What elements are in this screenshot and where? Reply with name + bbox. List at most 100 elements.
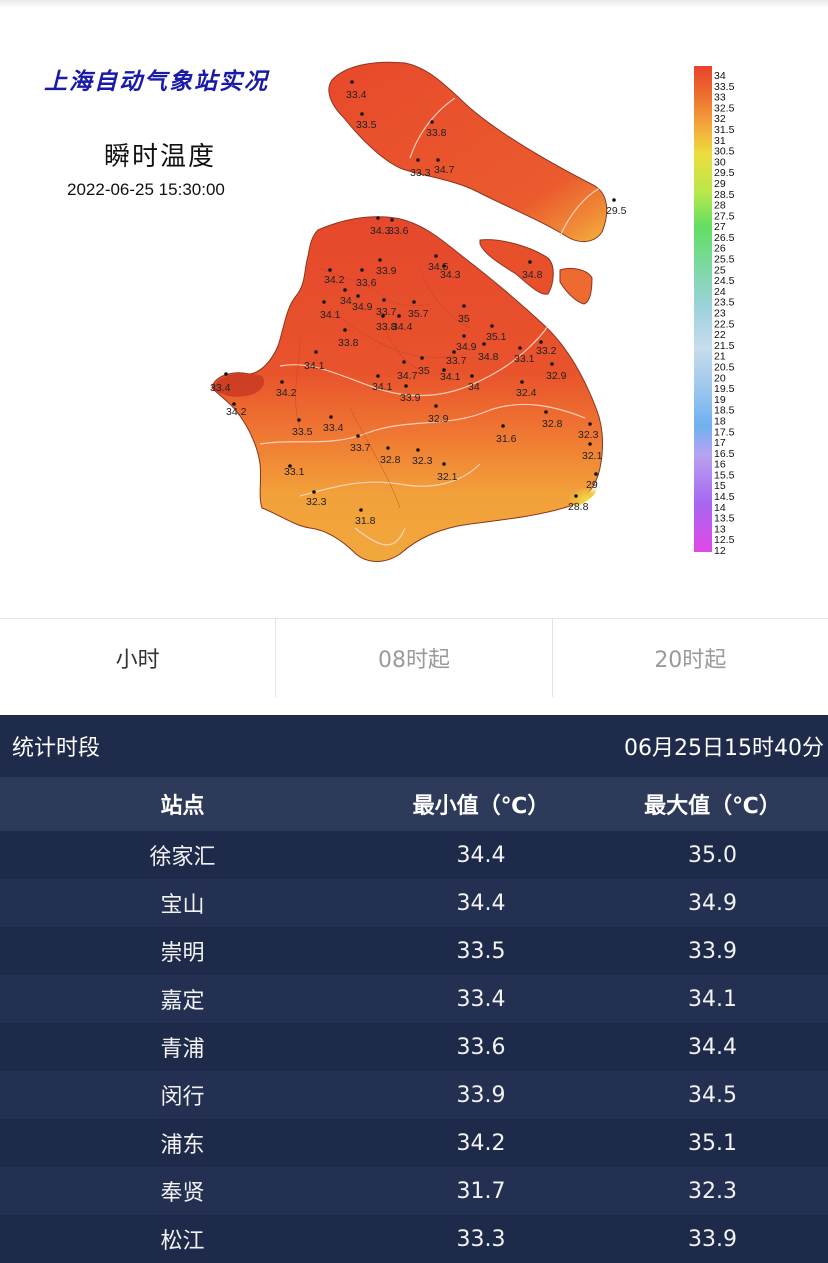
max-value: 34.1 [688, 986, 737, 1012]
min-value: 33.9 [456, 1082, 506, 1108]
station-temp-label: 33.7 [376, 306, 397, 318]
period-time: 06月25日15时40分 [624, 736, 824, 761]
station-dot [518, 346, 522, 350]
station-temp-label: 32.1 [582, 450, 603, 462]
table-row: 崇明 33.5 33.9 [0, 927, 828, 975]
table-row: 宝山 34.4 34.9 [0, 879, 828, 927]
map-datetime: 2022-06-25 15:30:00 [67, 180, 225, 199]
station-dot [386, 446, 390, 450]
station-temp-label: 34.2 [226, 406, 247, 418]
station-temp-label: 32.8 [542, 418, 563, 430]
mainland-shanghai [211, 216, 604, 562]
station-dot [356, 434, 360, 438]
table-row: 闵行 33.9 34.5 [0, 1071, 828, 1119]
legend-tick-label: 25 [714, 264, 726, 276]
station-dot [462, 304, 466, 308]
legend-tick-label: 32 [714, 113, 726, 125]
max-value: 34.9 [688, 890, 737, 916]
legend-tick-label: 22 [714, 329, 726, 341]
station-temp-label: 32.8 [380, 454, 401, 466]
station-name: 松江 [160, 1229, 205, 1254]
station-temp-label: 32.3 [306, 496, 327, 508]
station-dot [442, 264, 446, 268]
legend-tick-label: 31.5 [714, 124, 735, 136]
station-temp-label: 32.4 [516, 387, 537, 399]
station-dot [434, 254, 438, 258]
min-value: 33.4 [456, 986, 506, 1012]
chongming-island [328, 61, 608, 242]
station-temp-label: 32.1 [437, 471, 458, 483]
legend-tick-label: 26.5 [714, 232, 735, 244]
station-temp-label: 34.7 [434, 164, 455, 176]
table-row: 徐家汇 34.4 35.0 [0, 831, 828, 879]
legend-tick-label: 14 [714, 502, 726, 514]
station-temp-label: 34.8 [522, 269, 543, 281]
time-range-tabs: 小时 08时起 20时起 [0, 618, 828, 698]
legend-tick-label: 18 [714, 415, 726, 427]
district-borders [295, 267, 471, 509]
legend-tick-label: 13 [714, 523, 726, 535]
map-subtitle: 瞬时温度 [104, 142, 217, 172]
min-value: 31.7 [456, 1178, 506, 1204]
tab-from-20[interactable]: 20时起 [654, 648, 727, 673]
legend-tick-label: 13.5 [714, 513, 735, 525]
station-temp-label: 33.6 [388, 225, 409, 237]
hengsha-island [559, 267, 593, 305]
station-name: 青浦 [160, 1037, 205, 1062]
station-dot [343, 288, 347, 292]
legend-tick-label: 31 [714, 135, 726, 147]
stats-header: 统计时段 06月25日15时40分 [0, 715, 828, 777]
legend-tick-label: 20.5 [714, 361, 735, 373]
column-min: 最小值（℃） [412, 794, 550, 819]
station-temp-label: 33.5 [292, 426, 313, 438]
station-dot [378, 258, 382, 262]
min-value: 33.6 [456, 1034, 506, 1060]
station-temp-label: 34.1 [304, 360, 325, 372]
station-dot [397, 314, 401, 318]
legend-tick-label: 18.5 [714, 405, 735, 417]
station-temp-label: 35 [458, 313, 470, 325]
station-temp-label: 32.3 [412, 455, 433, 467]
station-temp-label: 35.1 [486, 331, 507, 343]
station-temp-label: 33.4 [323, 422, 344, 434]
table-row: 青浦 33.6 34.4 [0, 1023, 828, 1071]
max-value: 34.4 [688, 1034, 737, 1060]
tab-from-08[interactable]: 08时起 [276, 619, 553, 697]
western-hot-strip [212, 373, 265, 397]
station-dot [436, 158, 440, 162]
min-value: 33.5 [456, 938, 506, 964]
station-temp-label: 32.3 [578, 429, 599, 441]
map-title: 上海自动气象站实况 [44, 69, 269, 95]
station-dot [381, 314, 385, 318]
station-dot [288, 464, 292, 468]
min-value: 34.4 [456, 842, 506, 868]
station-dot [420, 356, 424, 360]
station-dot [501, 424, 505, 428]
legend-tick-label: 28 [714, 200, 726, 212]
top-shadow [0, 0, 828, 8]
station-dot [376, 374, 380, 378]
station-dot [594, 472, 598, 476]
station-dot [452, 350, 456, 354]
tab-hour[interactable]: 小时 [0, 619, 277, 697]
station-dot [416, 448, 420, 452]
station-temp-label: 34.5 [428, 261, 449, 273]
station-temp-label: 29.5 [606, 205, 627, 217]
station-dot [356, 294, 360, 298]
station-name: 崇明 [160, 941, 205, 966]
station-name: 浦东 [160, 1133, 205, 1158]
station-temp-label: 34.3 [370, 225, 391, 237]
station-layer: 33.433.533.833.3 34.729.534.333.633.934.2… [210, 80, 627, 527]
station-dot [412, 300, 416, 304]
temperature-map-panel: 33.4 33.5 33.8 33.3 34.7 29.5 34.3 33.6 33.9 34.2… [0, 8, 828, 614]
station-dot [343, 328, 347, 332]
station-dot [329, 415, 333, 419]
station-temp-label: 34.2 [324, 274, 345, 286]
station-temp-label: 34.7 [397, 370, 418, 382]
max-value: 34.5 [688, 1082, 737, 1108]
legend-tick-label: 21.5 [714, 340, 735, 352]
legend-colorbar [694, 66, 712, 552]
station-dot [612, 198, 616, 202]
station-dot [359, 508, 363, 512]
period-label: 统计时段 [12, 736, 101, 761]
